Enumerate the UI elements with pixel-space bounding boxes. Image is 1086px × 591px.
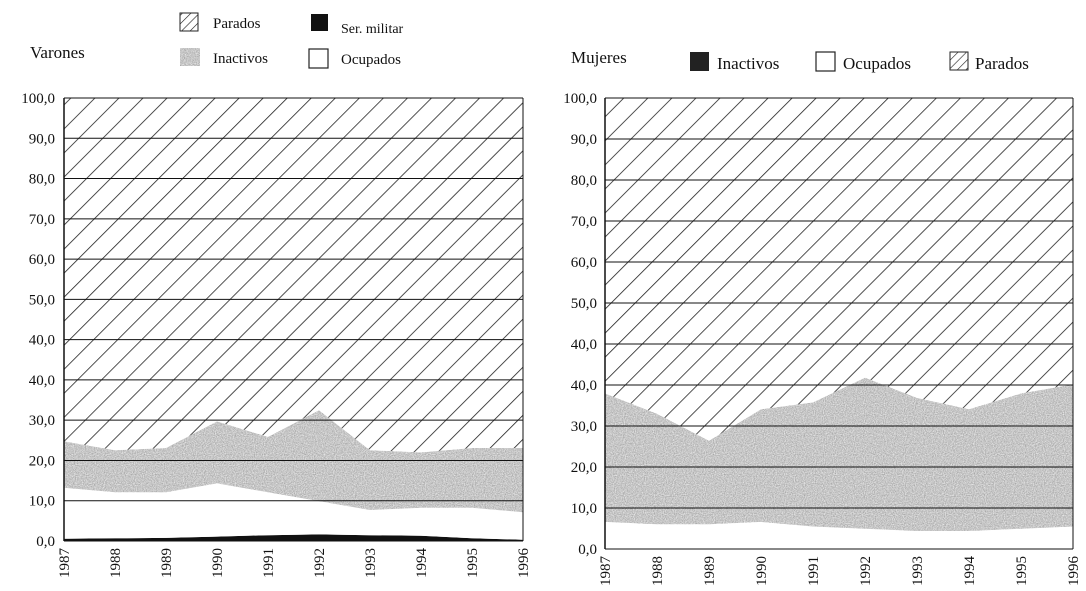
- area-series-ocupados: [64, 483, 523, 540]
- legend-item-ocupados: Ocupados: [815, 51, 911, 73]
- y-tick-label: 40,0: [29, 373, 55, 389]
- area-series-parados: [64, 98, 523, 453]
- y-tick-label: 90,0: [571, 132, 597, 148]
- panel-mujeres: Mujeres Inactivos Ocupados Parados 0,0 10…: [563, 48, 1082, 586]
- y-tick-label: 30,0: [571, 419, 597, 435]
- y-tick-label: 50,0: [571, 296, 597, 312]
- area-series-ser-militar: [64, 534, 523, 541]
- y-tick-label: 40,0: [571, 337, 597, 353]
- plot-area: 0,0 10,0 20,0 30,0 40,0 40,0 50,0 60,0 70,0 80,0 9…: [563, 91, 1082, 586]
- legend: Inactivos Ocupados Parados: [690, 51, 1029, 73]
- y-tick-label: 80,0: [29, 172, 55, 188]
- panel-title: Varones: [30, 43, 85, 62]
- x-tick-label: 1995: [465, 548, 481, 578]
- x-tick-label: 1993: [363, 548, 379, 578]
- y-tick-label: 40,0: [29, 333, 55, 349]
- legend-label: Parados: [975, 54, 1029, 73]
- y-tick-label: 90,0: [29, 131, 55, 147]
- y-tick-label: 40,0: [571, 378, 597, 394]
- legend-item-inactivos: Inactivos: [180, 48, 268, 67]
- x-tick-label: 1988: [108, 548, 124, 578]
- x-tick-label: 1995: [1014, 556, 1030, 586]
- legend-swatch-black: [311, 14, 328, 31]
- x-tick-label: 1994: [962, 556, 978, 587]
- legend-swatch-white: [815, 51, 836, 72]
- legend-swatch-hatch: [179, 12, 199, 32]
- x-tick-label: 1992: [858, 556, 874, 586]
- y-tick-label: 60,0: [571, 255, 597, 271]
- x-tick-label: 1991: [806, 556, 822, 586]
- y-tick-label: 20,0: [571, 460, 597, 476]
- area-series-ocupados: [605, 521, 1073, 549]
- y-tick-label: 70,0: [29, 212, 55, 228]
- y-tick-label: 50,0: [29, 292, 55, 308]
- legend-item-ocupados: Ocupados: [308, 48, 401, 69]
- x-tick-label: 1993: [910, 556, 926, 586]
- y-tick-label: 0,0: [578, 542, 597, 558]
- area-series-inactivos: [64, 410, 523, 513]
- y-tick-label: 100,0: [563, 91, 597, 107]
- legend-label: Ser. militar: [341, 22, 404, 37]
- x-tick-label: 1990: [210, 548, 226, 578]
- legend-label: Inactivos: [213, 51, 268, 67]
- legend-label: Inactivos: [717, 54, 779, 73]
- y-tick-label: 100,0: [21, 91, 55, 107]
- x-tick-label: 1987: [57, 548, 73, 579]
- y-tick-label: 70,0: [571, 214, 597, 230]
- y-tick-label: 20,0: [29, 453, 55, 469]
- area-series-parados: [605, 98, 1073, 441]
- y-tick-label: 10,0: [571, 501, 597, 517]
- legend-item-ser-militar: Ser. militar: [311, 14, 404, 37]
- legend-item-inactivos: Inactivos: [690, 52, 779, 73]
- area-series-inactivos: [605, 377, 1073, 531]
- x-tick-label: 1988: [650, 556, 666, 586]
- legend-item-parados: Parados: [179, 12, 261, 32]
- panel-title: Mujeres: [571, 48, 627, 67]
- x-tick-label: 1996: [1066, 556, 1082, 587]
- legend-swatch-hatch: [949, 51, 969, 71]
- x-tick-label: 1992: [312, 548, 328, 578]
- legend-swatch-grey: [180, 48, 200, 66]
- x-tick-label: 1996: [516, 548, 532, 579]
- y-tick-label: 30,0: [29, 413, 55, 429]
- legend-label: Ocupados: [843, 54, 911, 73]
- legend-label: Ocupados: [341, 52, 401, 68]
- legend-label: Parados: [213, 16, 261, 32]
- x-tick-label: 1994: [414, 548, 430, 579]
- legend-swatch-white: [308, 48, 329, 69]
- panel-varones: Varones Parados Ser. militar Inactivos O…: [21, 12, 532, 578]
- x-tick-label: 1990: [754, 556, 770, 586]
- x-tick-label: 1989: [159, 548, 175, 578]
- x-tick-label: 1989: [702, 556, 718, 586]
- y-tick-label: 60,0: [29, 252, 55, 268]
- legend-swatch-black: [690, 52, 709, 71]
- x-tick-label: 1991: [261, 548, 277, 578]
- y-tick-label: 10,0: [29, 494, 55, 510]
- x-tick-label: 1987: [598, 556, 614, 587]
- y-tick-label: 80,0: [571, 173, 597, 189]
- y-tick-label: 0,0: [36, 534, 55, 550]
- legend: Parados Ser. militar Inactivos Ocupados: [179, 12, 404, 69]
- plot-area: 0,0 10,0 20,0 30,0 40,0 40,0 50,0 60,0 70,0 80,0 9…: [21, 91, 532, 578]
- legend-item-parados: Parados: [949, 51, 1029, 73]
